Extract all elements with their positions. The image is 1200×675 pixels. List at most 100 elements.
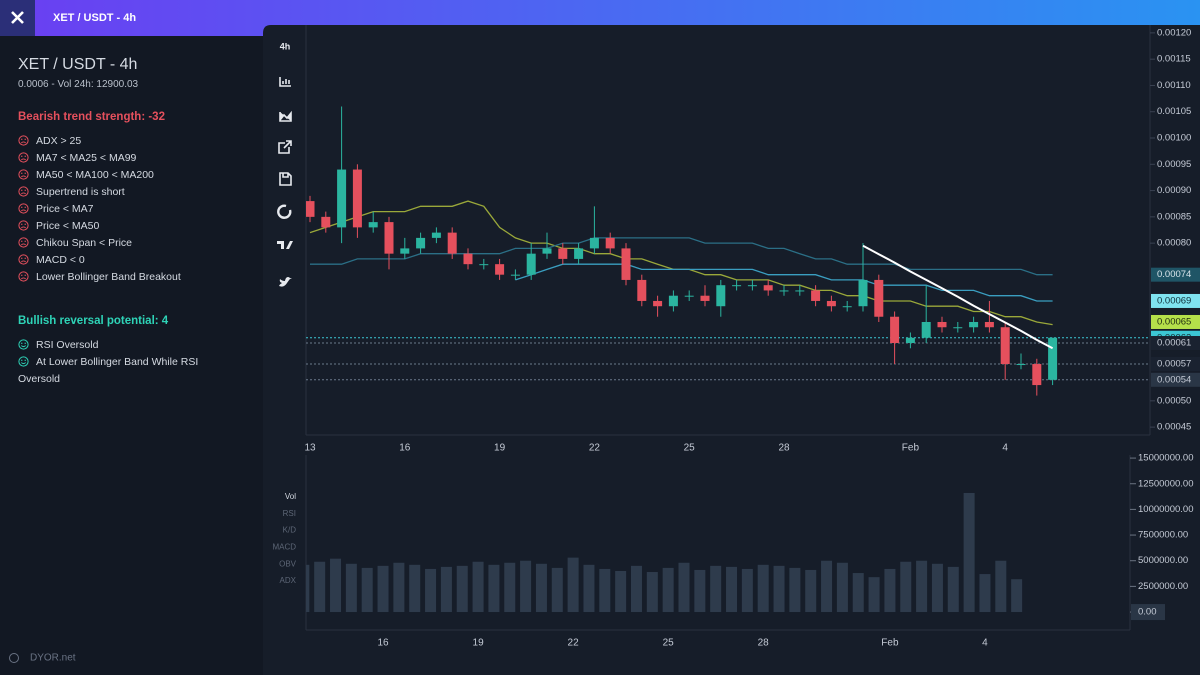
volume-bar [488,564,500,613]
candle-body [542,248,552,254]
save-icon[interactable] [279,172,292,186]
candle-body [668,295,678,307]
interval-button[interactable]: 4h [280,41,291,51]
price-label: 0.00065 [1157,317,1191,328]
bearish-section: Bearish trend strength: -32 ADX > 25 MA7 … [18,111,218,286]
y-tick-label: 12500000.00 [1138,478,1193,489]
volume-bar [314,561,326,613]
tradingview-icon[interactable] [277,241,293,249]
volume-bar [821,560,833,613]
candle-body [684,295,694,297]
y-tick-label: 0.00120 [1157,27,1191,38]
volume-bar [884,568,896,613]
indicator-tab[interactable]: Vol [285,492,296,501]
volume-bar [630,565,642,613]
signal-item: MACD < 0 [18,252,218,269]
candle-body [558,248,568,259]
candle-body [716,285,726,307]
candle-body [510,274,520,276]
volume-bar [504,562,516,613]
volume-bar [306,564,310,613]
candle-body [874,279,884,317]
x-tick-label: 25 [663,638,675,649]
volume-bar [345,563,357,613]
candle-body [953,327,963,329]
y-tick-label: 0.00100 [1157,133,1191,144]
price-label-bg [1151,372,1200,387]
volume-bar [947,566,959,613]
signal-item: Price < MA50 [18,218,218,235]
volume-area [306,492,1023,613]
toolbar-icons [277,77,293,287]
candle-body [384,222,394,254]
y-tick-label: 0.00095 [1157,159,1191,170]
y-tick-label: 0.00105 [1157,106,1191,117]
volume-bar [535,563,547,613]
x-tick-label: 4 [982,638,988,649]
candle-body [605,237,615,249]
volume-bar [931,563,943,613]
signal-item: MA7 < MA25 < MA99 [18,150,218,167]
price-label-bg [1151,293,1200,308]
x-tick-label: 13 [304,443,316,454]
candle-body [368,222,378,228]
signal-item: Chikou Span < Price [18,235,218,252]
candle-body [479,264,489,266]
y-tick-label: 0.00080 [1157,238,1191,249]
price-label: 0.00074 [1157,269,1191,280]
indicator-tab[interactable]: K/D [283,526,297,535]
volume-bar [1011,579,1023,613]
signal-item: Price < MA7 [18,201,218,218]
x-tick-label: 19 [494,443,506,454]
candle-body [905,337,915,344]
x-tick-label: 28 [778,443,790,454]
share-icon[interactable] [278,140,292,154]
candle-body [1016,364,1026,366]
indicator-tab[interactable]: MACD [272,543,296,552]
volume-bar [615,570,627,613]
candle-body [937,321,947,328]
area-chart-icon[interactable] [279,110,292,122]
signal-text: Price < MA7 [36,203,94,215]
x-tick-label: 22 [589,443,601,454]
refresh-icon[interactable] [277,204,292,219]
indicator-tab[interactable]: OBV [279,559,297,568]
volume-bar [963,492,975,613]
twitter-icon[interactable] [279,277,292,287]
candle-body [779,290,789,292]
price-label: 0.00054 [1157,374,1191,385]
volume-bar [393,562,405,613]
bar-chart-icon[interactable] [279,77,291,87]
volume-bar [440,566,452,613]
candle-body [400,248,410,254]
copyright-icon [9,653,19,663]
candle-body [842,306,852,308]
volume-bar [995,560,1007,613]
volume-bar [425,568,437,613]
candle-body [495,264,505,275]
candle-body [463,253,473,265]
candle-body [526,253,536,275]
price-label-bg [1151,336,1200,351]
x-tick-label: 19 [473,638,485,649]
y-tick-label: 0.00115 [1157,54,1191,65]
candle-body [1032,364,1042,386]
y-tick-label: 15000000.00 [1138,453,1193,464]
header-title: XET / USDT - 4h [53,12,136,24]
footer: DYOR.net [30,653,76,664]
bullish-heading: Bullish reversal potential: 4 [18,315,169,327]
indicator-tab[interactable]: ADX [280,576,297,585]
indicator-tab[interactable]: RSI [283,509,296,518]
y-tick-label: 10000000.00 [1138,504,1193,515]
candle-body [589,237,599,249]
volume-bar [836,562,848,613]
volume-bar [330,558,342,613]
candle-body [747,285,757,287]
candle-body [431,232,441,238]
volume-bar [773,565,785,613]
x-tick-label: 4 [1002,443,1008,454]
volume-bar [409,564,421,613]
candle-body [337,169,347,228]
